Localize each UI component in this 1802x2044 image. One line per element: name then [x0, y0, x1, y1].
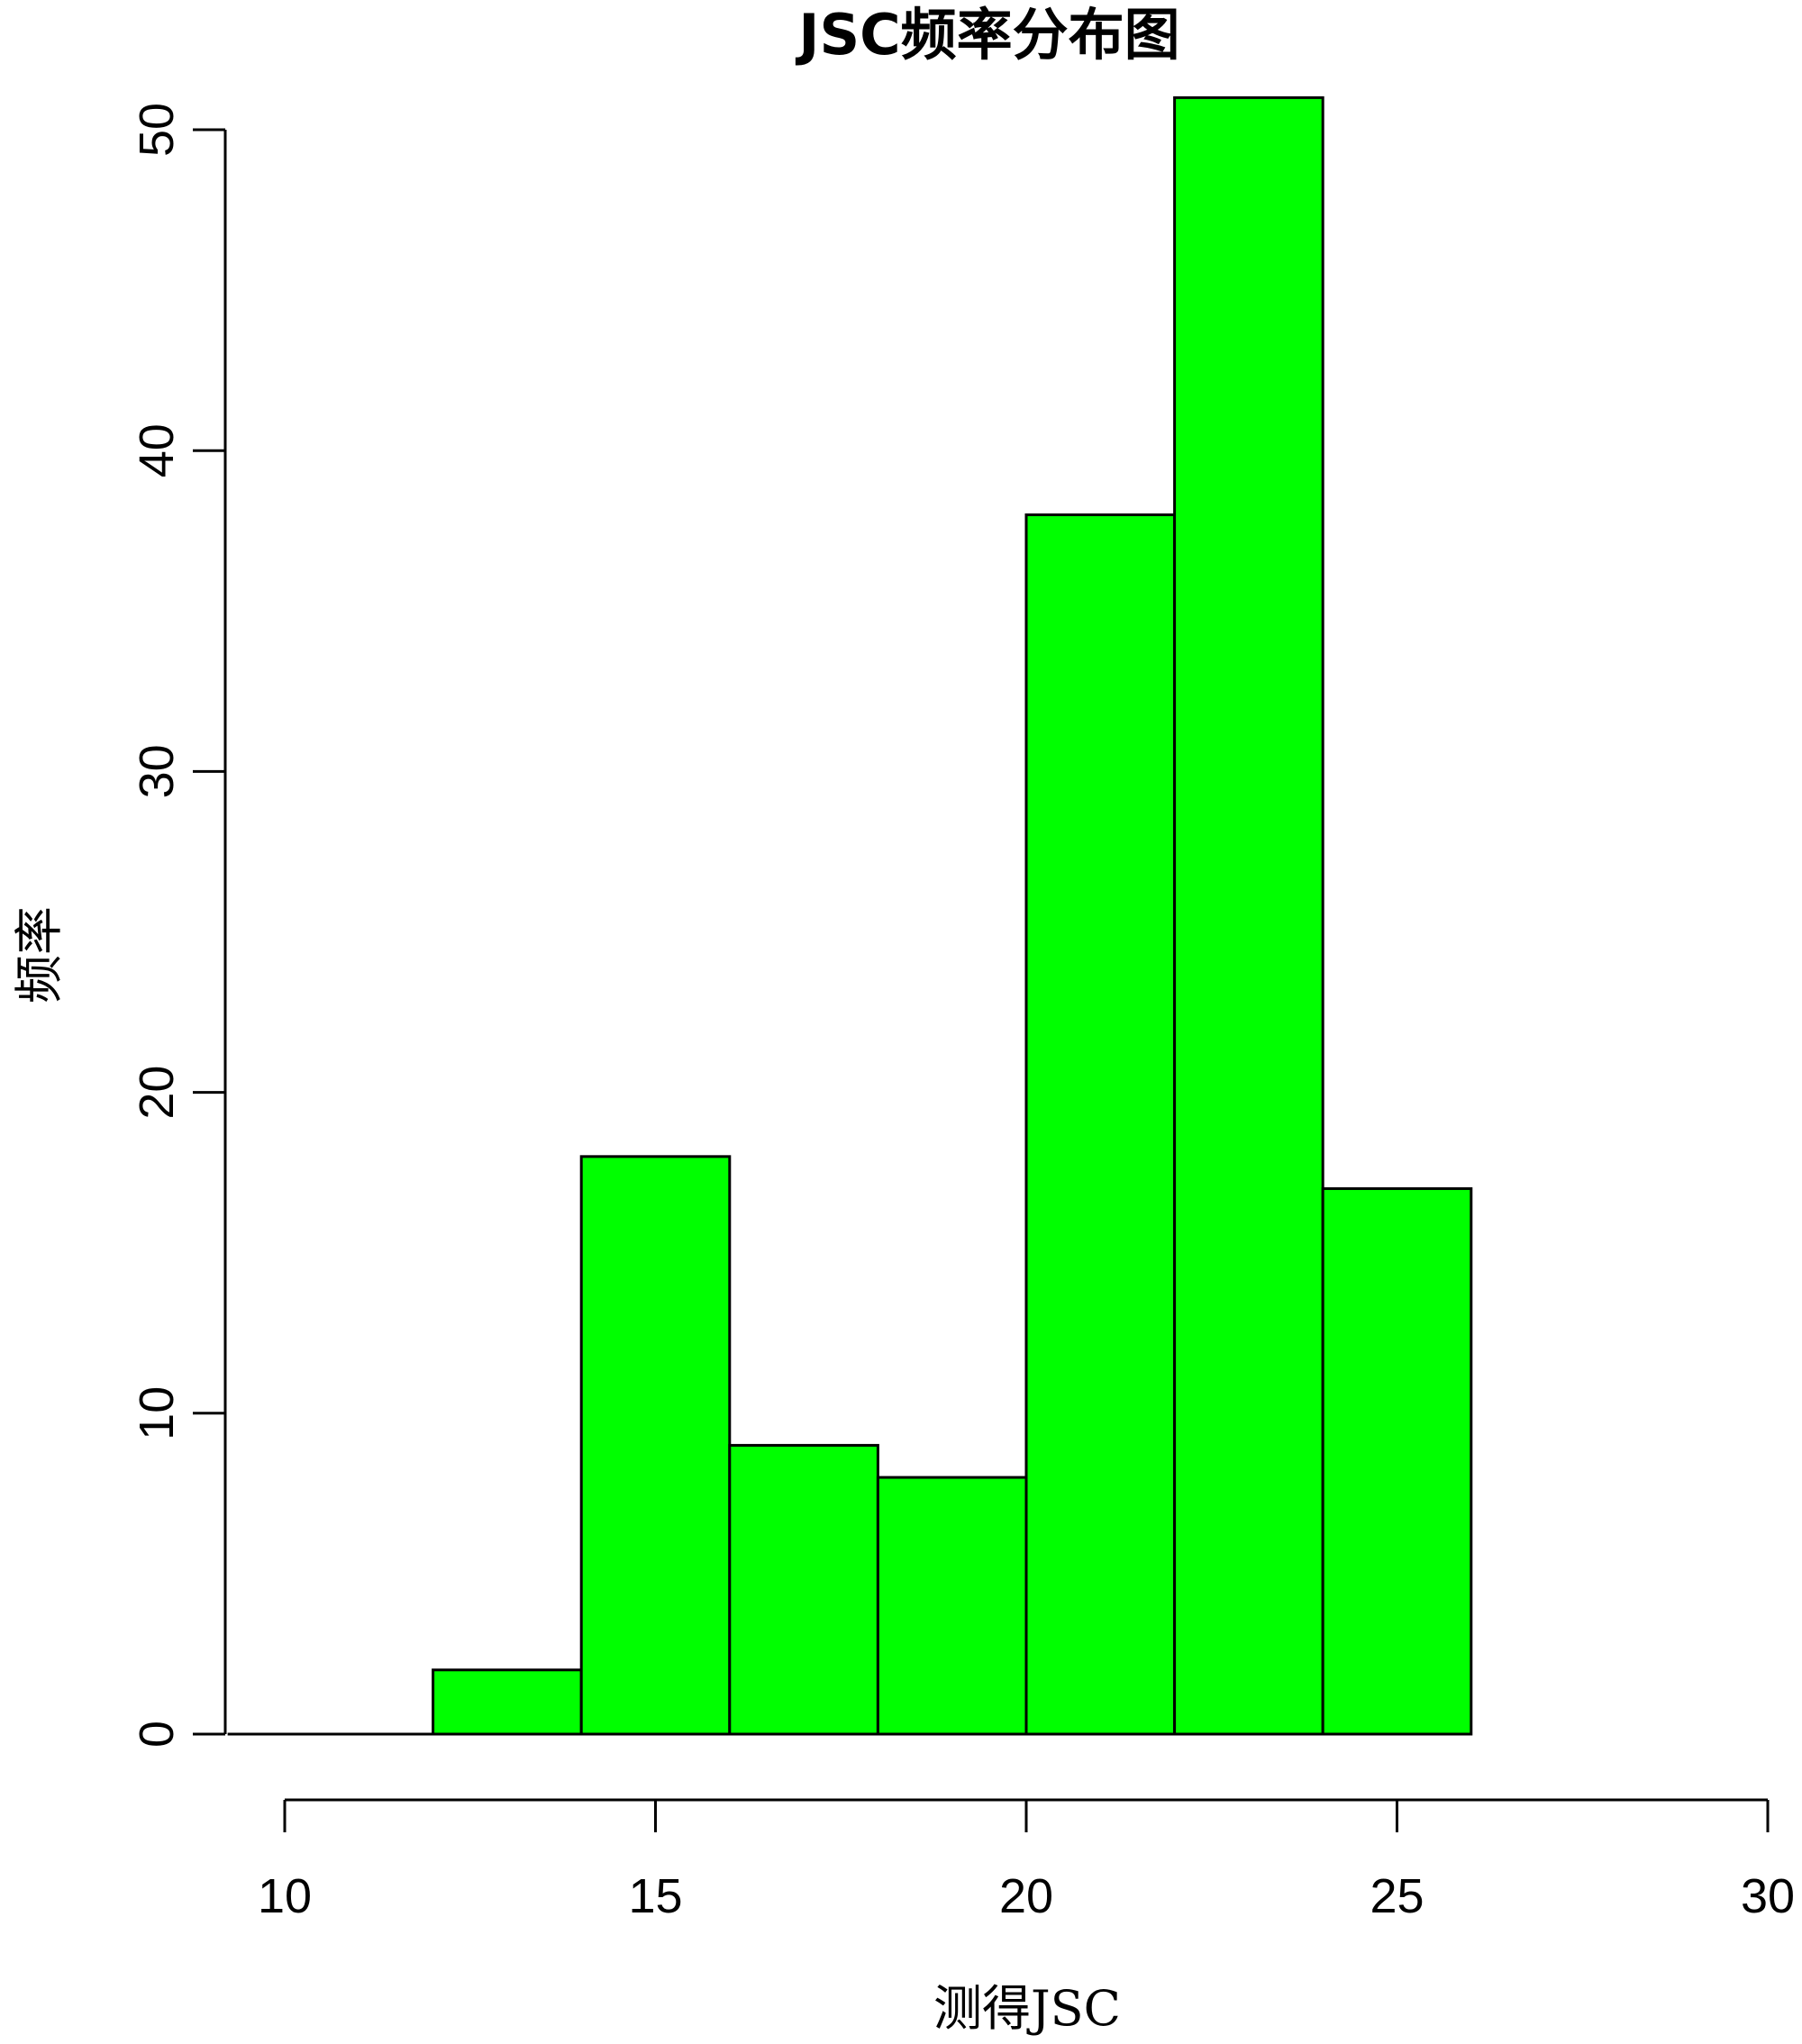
x-tick-label: 20 [999, 1869, 1053, 1923]
x-axis: 10 15 20 25 30 [258, 1800, 1795, 1923]
x-axis-label: 测得JSC [933, 1980, 1121, 2037]
histogram-bar-7 [1323, 1188, 1471, 1734]
histogram-bar-4 [878, 1477, 1026, 1734]
y-axis: 0 10 20 30 40 50 [130, 103, 225, 1748]
x-tick-label: 30 [1741, 1869, 1795, 1923]
x-tick-label: 25 [1370, 1869, 1424, 1923]
y-tick-label: 20 [130, 1066, 184, 1120]
y-tick-label: 0 [130, 1721, 184, 1748]
bars-group [228, 97, 1471, 1734]
histogram-bar-2 [581, 1157, 730, 1734]
y-tick-label: 30 [130, 744, 184, 798]
histogram-bar-5 [1026, 514, 1175, 1734]
y-tick-label: 50 [130, 103, 184, 157]
histogram-bar-6 [1175, 97, 1324, 1734]
y-axis-label: 频率 [11, 906, 68, 1004]
histogram-bar-3 [730, 1445, 878, 1734]
chart-title: JSC频率分布图 [795, 2, 1179, 68]
y-tick-label: 10 [130, 1386, 184, 1440]
x-tick-label: 15 [628, 1869, 682, 1923]
y-tick-label: 40 [130, 423, 184, 477]
x-tick-label: 10 [258, 1869, 312, 1923]
histogram-bar-1 [433, 1670, 582, 1734]
